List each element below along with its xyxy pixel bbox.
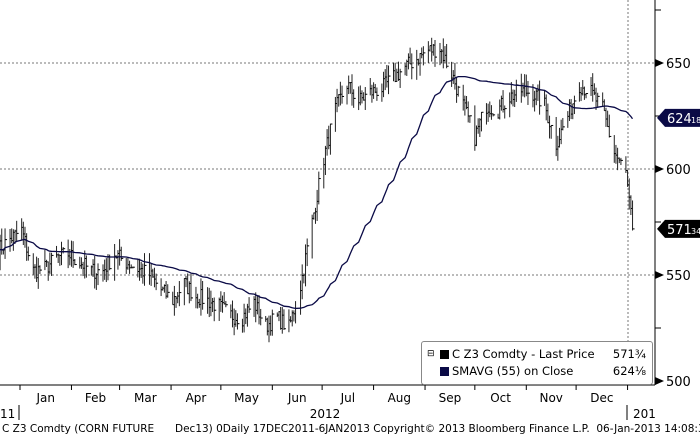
- collapse-icon[interactable]: ⊟: [427, 349, 435, 359]
- x-month-label: Aug: [388, 391, 411, 405]
- price-chart: 500 550 600 650 Jan Feb Mar Apr May Jun Jul Aug Sep O…: [0, 0, 700, 421]
- x-month-label: Jan: [35, 391, 55, 405]
- legend-price-name: C Z3 Comdty - Last Price: [452, 347, 595, 361]
- sma-swatch-icon: [440, 367, 449, 376]
- year-label-2013: 201: [633, 407, 656, 420]
- tick-marker: [655, 377, 664, 385]
- sma-last-flag: [657, 108, 700, 127]
- x-month-label: Jun: [287, 391, 307, 405]
- legend-price-value: 571¾: [612, 347, 646, 361]
- noop: [655, 0, 660, 169]
- x-month-label: Dec: [590, 391, 613, 405]
- legend-row-price: ⊟ C Z3 Comdty - Last Price: [427, 346, 595, 362]
- price-last-flag: [657, 219, 700, 238]
- x-month-label: Oct: [490, 391, 511, 405]
- x-month-label: Jul: [340, 391, 355, 405]
- x-month-label: Feb: [85, 391, 106, 405]
- y-tick-label-600: 600: [666, 163, 691, 178]
- price-swatch-icon: [440, 350, 449, 359]
- sma-last-value: 624: [667, 112, 692, 127]
- footer-copyright: Dec13) 0Daily 17DEC2011-6JAN2013 Copyrig…: [175, 423, 700, 435]
- x-month-label: Nov: [539, 391, 562, 405]
- price-last-fraction: 34: [691, 227, 700, 236]
- legend: ⊟ C Z3 Comdty - Last Price 571¾ SMAVG (5…: [421, 341, 653, 385]
- footer-security: C Z3 Comdty (CORN FUTURE: [2, 423, 155, 435]
- x-month-label: Sep: [439, 391, 462, 405]
- year-label-2012: 2012: [310, 407, 341, 420]
- tick-marker: [655, 59, 664, 67]
- legend-sma-name: SMAVG (55) on Close: [452, 364, 574, 378]
- y-tick-label-650: 650: [666, 57, 691, 72]
- legend-sma-value: 624⅛: [612, 364, 646, 378]
- tick-marker: [655, 165, 664, 173]
- sma-line: [0, 75, 634, 310]
- sma-last-fraction: 18: [691, 116, 700, 125]
- y-tick-label-500: 500: [666, 375, 691, 390]
- price-last-value: 571: [667, 223, 692, 238]
- legend-row-sma: SMAVG (55) on Close: [440, 363, 573, 379]
- tick-marker: [655, 271, 664, 279]
- x-month-label: Mar: [134, 391, 157, 405]
- year-label-2011: 11: [0, 407, 15, 420]
- x-month-label: Apr: [186, 391, 207, 405]
- x-month-label: May: [234, 391, 259, 405]
- y-tick-label-550: 550: [666, 269, 691, 284]
